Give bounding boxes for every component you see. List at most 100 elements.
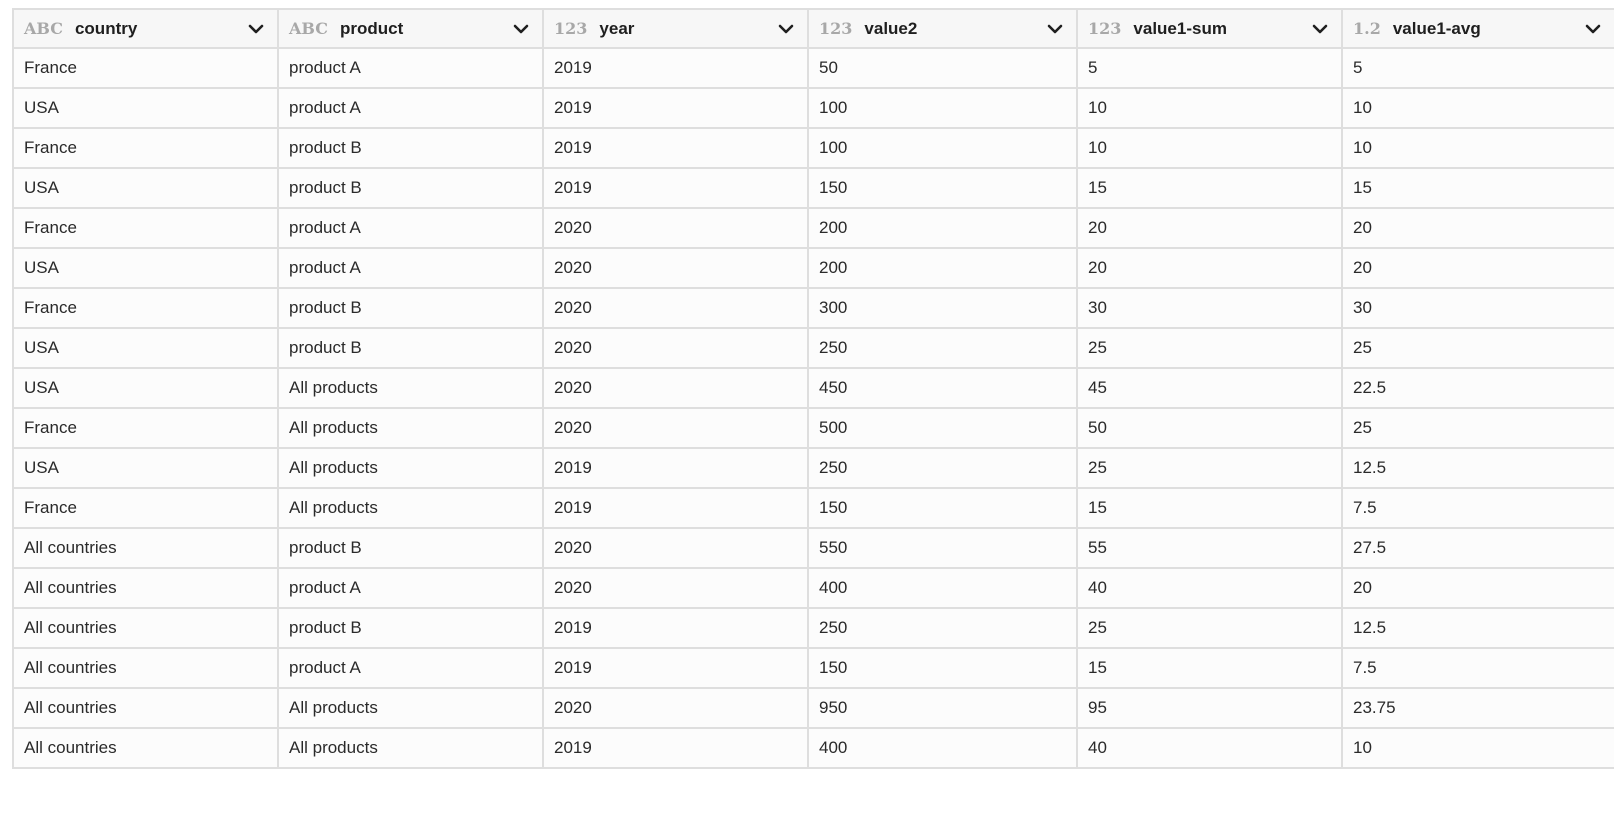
column-header-year[interactable]: 123 year (542, 8, 809, 49)
cell-value1-sum[interactable]: 10 (1076, 87, 1343, 129)
column-header-value1-sum[interactable]: 123 value1-sum (1076, 8, 1343, 49)
chevron-down-icon[interactable] (775, 18, 797, 40)
cell-value1-avg[interactable]: 23.75 (1341, 687, 1614, 729)
cell-country[interactable]: All countries (12, 727, 279, 769)
cell-year[interactable]: 2020 (542, 527, 809, 569)
chevron-down-icon[interactable] (1582, 18, 1604, 40)
cell-product[interactable]: product B (277, 287, 544, 329)
cell-value2[interactable]: 200 (807, 247, 1078, 289)
cell-value1-avg[interactable]: 20 (1341, 567, 1614, 609)
cell-year[interactable]: 2019 (542, 47, 809, 89)
cell-value2[interactable]: 550 (807, 527, 1078, 569)
cell-value1-avg[interactable]: 10 (1341, 727, 1614, 769)
cell-year[interactable]: 2019 (542, 447, 809, 489)
cell-value1-sum[interactable]: 15 (1076, 487, 1343, 529)
cell-value1-sum[interactable]: 25 (1076, 447, 1343, 489)
cell-value2[interactable]: 250 (807, 607, 1078, 649)
cell-country[interactable]: All countries (12, 607, 279, 649)
cell-value1-sum[interactable]: 50 (1076, 407, 1343, 449)
cell-product[interactable]: product A (277, 247, 544, 289)
cell-product[interactable]: product B (277, 127, 544, 169)
cell-value1-sum[interactable]: 95 (1076, 687, 1343, 729)
column-header-value1-avg[interactable]: 1.2 value1-avg (1341, 8, 1614, 49)
cell-value1-sum[interactable]: 45 (1076, 367, 1343, 409)
cell-product[interactable]: product B (277, 167, 544, 209)
cell-value1-avg[interactable]: 25 (1341, 327, 1614, 369)
cell-year[interactable]: 2020 (542, 567, 809, 609)
cell-value1-avg[interactable]: 12.5 (1341, 607, 1614, 649)
cell-country[interactable]: France (12, 287, 279, 329)
cell-value1-avg[interactable]: 30 (1341, 287, 1614, 329)
cell-year[interactable]: 2019 (542, 127, 809, 169)
cell-product[interactable]: All products (277, 487, 544, 529)
cell-product[interactable]: All products (277, 447, 544, 489)
cell-value2[interactable]: 100 (807, 87, 1078, 129)
cell-value1-avg[interactable]: 15 (1341, 167, 1614, 209)
cell-value1-avg[interactable]: 27.5 (1341, 527, 1614, 569)
cell-year[interactable]: 2019 (542, 607, 809, 649)
cell-country[interactable]: All countries (12, 647, 279, 689)
cell-country[interactable]: USA (12, 167, 279, 209)
cell-country[interactable]: All countries (12, 687, 279, 729)
chevron-down-icon[interactable] (245, 18, 267, 40)
cell-country[interactable]: All countries (12, 567, 279, 609)
cell-country[interactable]: France (12, 127, 279, 169)
cell-product[interactable]: product A (277, 567, 544, 609)
cell-country[interactable]: USA (12, 87, 279, 129)
cell-value2[interactable]: 500 (807, 407, 1078, 449)
cell-value1-sum[interactable]: 25 (1076, 607, 1343, 649)
cell-value1-sum[interactable]: 30 (1076, 287, 1343, 329)
cell-product[interactable]: product A (277, 47, 544, 89)
cell-product[interactable]: product B (277, 607, 544, 649)
cell-value2[interactable]: 400 (807, 727, 1078, 769)
cell-year[interactable]: 2020 (542, 367, 809, 409)
cell-year[interactable]: 2020 (542, 247, 809, 289)
cell-country[interactable]: France (12, 47, 279, 89)
cell-value1-avg[interactable]: 5 (1341, 47, 1614, 89)
cell-value2[interactable]: 100 (807, 127, 1078, 169)
cell-value2[interactable]: 150 (807, 167, 1078, 209)
cell-product[interactable]: product A (277, 87, 544, 129)
cell-product[interactable]: All products (277, 407, 544, 449)
cell-year[interactable]: 2020 (542, 287, 809, 329)
cell-value1-avg[interactable]: 7.5 (1341, 647, 1614, 689)
cell-product[interactable]: product B (277, 527, 544, 569)
column-header-country[interactable]: ABC country (12, 8, 279, 49)
cell-year[interactable]: 2019 (542, 727, 809, 769)
column-header-product[interactable]: ABC product (277, 8, 544, 49)
cell-product[interactable]: product A (277, 207, 544, 249)
cell-value1-sum[interactable]: 10 (1076, 127, 1343, 169)
chevron-down-icon[interactable] (1309, 18, 1331, 40)
cell-value1-sum[interactable]: 5 (1076, 47, 1343, 89)
cell-value1-sum[interactable]: 40 (1076, 727, 1343, 769)
cell-country[interactable]: France (12, 407, 279, 449)
cell-country[interactable]: USA (12, 247, 279, 289)
cell-product[interactable]: All products (277, 687, 544, 729)
cell-product[interactable]: All products (277, 367, 544, 409)
cell-value1-avg[interactable]: 10 (1341, 87, 1614, 129)
cell-year[interactable]: 2020 (542, 207, 809, 249)
cell-value2[interactable]: 150 (807, 487, 1078, 529)
cell-country[interactable]: USA (12, 367, 279, 409)
cell-value1-avg[interactable]: 7.5 (1341, 487, 1614, 529)
cell-value1-sum[interactable]: 25 (1076, 327, 1343, 369)
cell-value1-sum[interactable]: 55 (1076, 527, 1343, 569)
cell-country[interactable]: USA (12, 327, 279, 369)
cell-value1-avg[interactable]: 20 (1341, 247, 1614, 289)
cell-value2[interactable]: 300 (807, 287, 1078, 329)
cell-country[interactable]: All countries (12, 527, 279, 569)
cell-value1-avg[interactable]: 10 (1341, 127, 1614, 169)
cell-value2[interactable]: 150 (807, 647, 1078, 689)
cell-value1-sum[interactable]: 15 (1076, 647, 1343, 689)
cell-value1-avg[interactable]: 22.5 (1341, 367, 1614, 409)
cell-value2[interactable]: 450 (807, 367, 1078, 409)
cell-product[interactable]: product B (277, 327, 544, 369)
cell-product[interactable]: All products (277, 727, 544, 769)
chevron-down-icon[interactable] (1044, 18, 1066, 40)
column-header-value2[interactable]: 123 value2 (807, 8, 1078, 49)
cell-value1-avg[interactable]: 25 (1341, 407, 1614, 449)
cell-year[interactable]: 2020 (542, 687, 809, 729)
cell-value1-sum[interactable]: 40 (1076, 567, 1343, 609)
cell-year[interactable]: 2019 (542, 487, 809, 529)
cell-value1-sum[interactable]: 20 (1076, 247, 1343, 289)
